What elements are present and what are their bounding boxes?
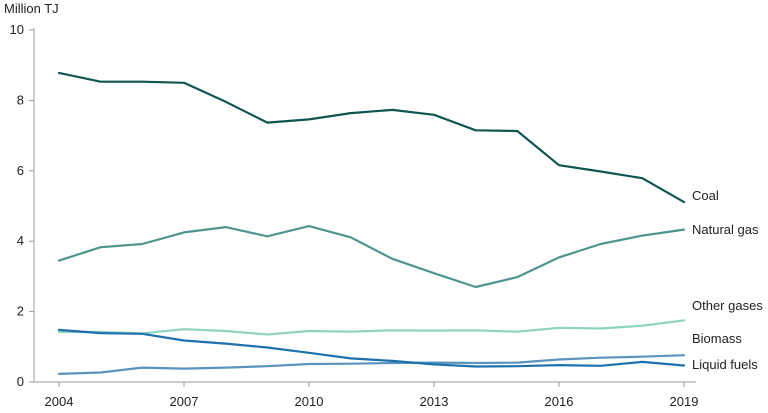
series-line-biomass xyxy=(57,354,686,375)
x-tick-label: 2007 xyxy=(170,394,199,409)
series-line-other-gases xyxy=(57,319,686,336)
x-tick-label: 2013 xyxy=(420,394,449,409)
series-label-other-gases: Other gases xyxy=(692,298,763,313)
x-axis: 2004 2007 2010 2013 2016 2019 xyxy=(34,381,699,409)
series-label-liquid-fuels: Liquid fuels xyxy=(692,357,758,372)
series-line-natural-gas xyxy=(57,225,686,289)
y-tick-label: 6 xyxy=(17,163,24,178)
x-tick-label: 2004 xyxy=(45,394,74,409)
y-tick-label: 8 xyxy=(17,92,24,107)
series-label-biomass: Biomass xyxy=(692,331,742,346)
y-tick-label: 0 xyxy=(17,374,24,389)
series-labels: Coal Natural gas Other gases Biomass Liquid … xyxy=(692,188,763,372)
x-tick-label: 2010 xyxy=(295,394,324,409)
y-tick-label: 4 xyxy=(17,233,24,248)
series-label-natural-gas: Natural gas xyxy=(692,222,759,237)
series-line-liquid-fuels xyxy=(57,328,686,368)
x-tick-label: 2019 xyxy=(670,394,699,409)
y-axis-unit-label: Million TJ xyxy=(4,1,59,16)
y-axis: 0 2 4 6 8 10 xyxy=(10,22,35,389)
series-line-coal xyxy=(57,71,686,204)
series-label-coal: Coal xyxy=(692,188,719,203)
plot-area xyxy=(57,71,686,375)
y-tick-label: 2 xyxy=(17,304,24,319)
x-tick-label: 2016 xyxy=(545,394,574,409)
y-tick-label: 10 xyxy=(10,22,24,37)
